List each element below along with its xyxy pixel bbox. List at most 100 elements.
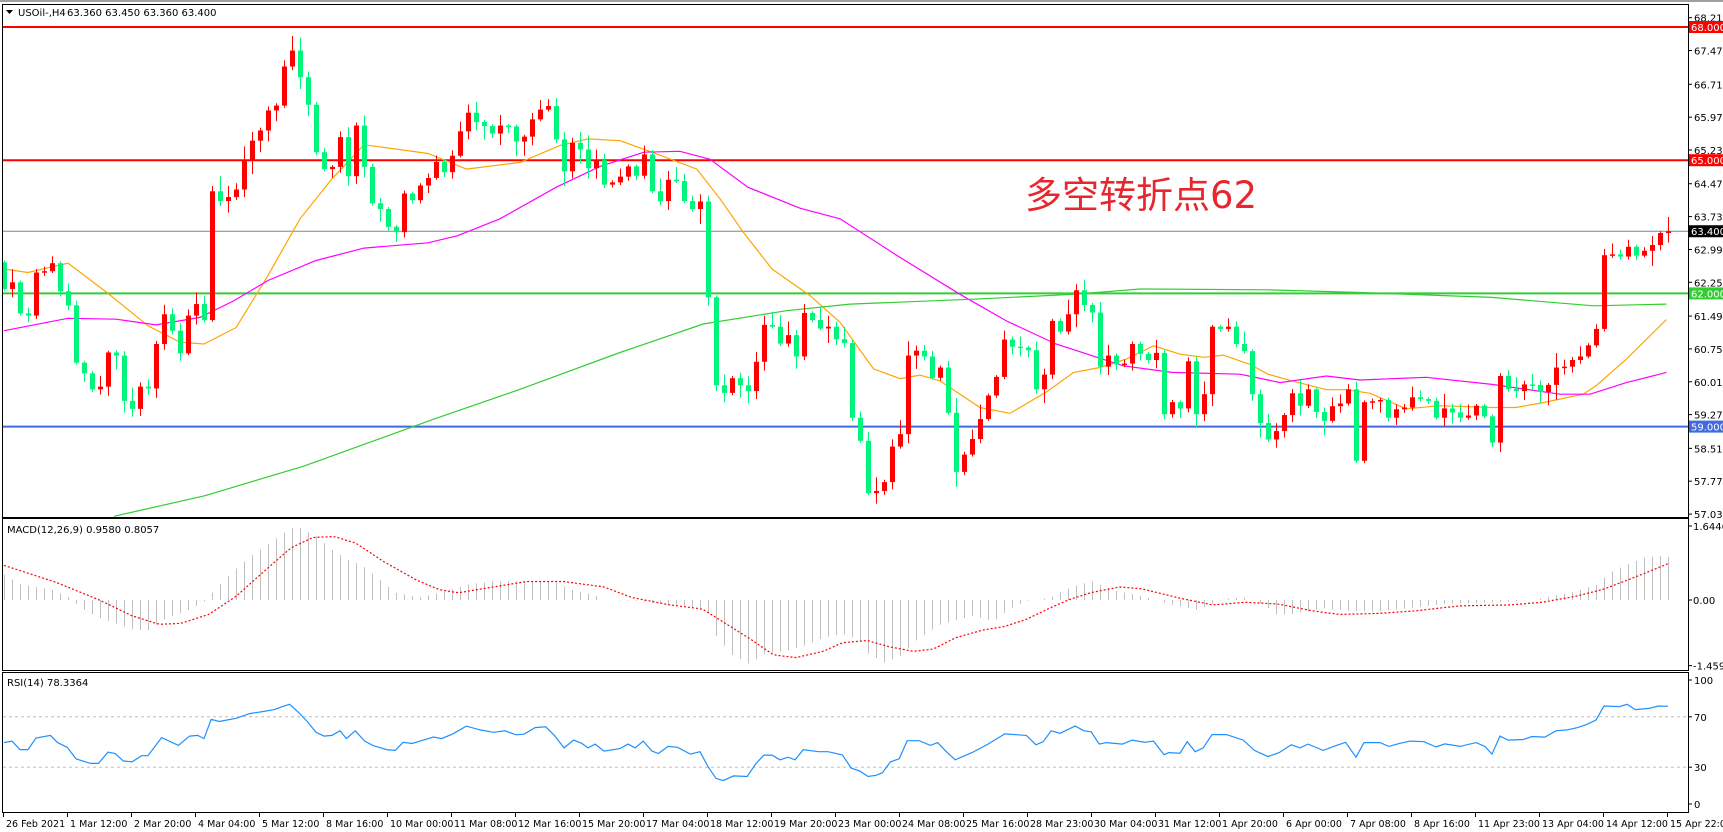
candle[interactable] — [890, 439, 895, 490]
candle[interactable] — [234, 183, 239, 200]
candle[interactable] — [1378, 397, 1383, 413]
candle[interactable] — [50, 256, 55, 274]
candle[interactable] — [994, 375, 999, 398]
candle[interactable] — [506, 123, 511, 133]
candle[interactable] — [586, 135, 591, 179]
candle[interactable] — [786, 321, 791, 347]
candle[interactable] — [906, 341, 911, 444]
candle[interactable] — [90, 371, 95, 392]
candle[interactable] — [1538, 380, 1543, 403]
candle[interactable] — [1210, 324, 1215, 406]
candle[interactable] — [594, 149, 599, 179]
candle[interactable] — [1146, 351, 1151, 364]
candle[interactable] — [418, 183, 423, 204]
candle[interactable] — [1426, 397, 1431, 404]
candle[interactable] — [850, 339, 855, 421]
candle[interactable] — [1018, 336, 1023, 357]
candle[interactable] — [1042, 368, 1047, 404]
candle[interactable] — [34, 268, 39, 319]
candle[interactable] — [818, 306, 823, 331]
macd-pane[interactable] — [2, 518, 1689, 671]
candle[interactable] — [714, 295, 719, 392]
candle[interactable] — [498, 115, 503, 146]
candle[interactable] — [1034, 341, 1039, 394]
candle[interactable] — [314, 102, 319, 156]
candle[interactable] — [674, 167, 679, 184]
candle[interactable] — [570, 137, 575, 179]
candle[interactable] — [114, 350, 119, 370]
candle[interactable] — [1570, 356, 1575, 373]
candle[interactable] — [1226, 318, 1231, 332]
candle[interactable] — [178, 323, 183, 361]
candle[interactable] — [826, 315, 831, 343]
candle[interactable] — [1114, 353, 1119, 371]
candle[interactable] — [1154, 339, 1159, 369]
candle[interactable] — [322, 148, 327, 172]
candle[interactable] — [226, 185, 231, 213]
candle[interactable] — [138, 382, 143, 417]
candle[interactable] — [762, 315, 767, 371]
candle[interactable] — [1578, 346, 1583, 364]
candle[interactable] — [802, 303, 807, 361]
candle[interactable] — [346, 127, 351, 186]
candle[interactable] — [250, 131, 255, 175]
candle[interactable] — [42, 266, 47, 277]
candle[interactable] — [634, 164, 639, 180]
candle[interactable] — [274, 103, 279, 122]
candle[interactable] — [1658, 231, 1663, 251]
candle[interactable] — [1322, 407, 1327, 436]
candle[interactable] — [1530, 373, 1535, 391]
candle[interactable] — [746, 376, 751, 404]
candle[interactable] — [1298, 380, 1303, 416]
candle[interactable] — [1050, 318, 1055, 380]
candle[interactable] — [874, 477, 879, 504]
candle[interactable] — [442, 159, 447, 177]
candle[interactable] — [1266, 413, 1271, 443]
candle[interactable] — [2, 260, 7, 291]
candle[interactable] — [458, 121, 463, 158]
candle[interactable] — [930, 350, 935, 380]
candle[interactable] — [1466, 404, 1471, 420]
candle[interactable] — [1282, 413, 1287, 438]
candle[interactable] — [1586, 343, 1591, 359]
candle[interactable] — [1026, 345, 1031, 358]
candle[interactable] — [698, 194, 703, 225]
candle[interactable] — [834, 321, 839, 345]
candle[interactable] — [306, 71, 311, 116]
candle[interactable] — [882, 479, 887, 495]
candle[interactable] — [1162, 350, 1167, 420]
candle[interactable] — [1490, 414, 1495, 447]
candle[interactable] — [1362, 400, 1367, 464]
candle[interactable] — [218, 176, 223, 207]
candle[interactable] — [1074, 284, 1079, 328]
candle[interactable] — [1602, 248, 1607, 332]
candle[interactable] — [1554, 353, 1559, 400]
candle[interactable] — [1434, 397, 1439, 420]
candle[interactable] — [170, 308, 175, 335]
candle[interactable] — [1274, 423, 1279, 448]
candle[interactable] — [562, 132, 567, 186]
candle[interactable] — [1002, 330, 1007, 380]
candle[interactable] — [722, 374, 727, 403]
candle[interactable] — [298, 37, 303, 90]
candle[interactable] — [58, 261, 63, 297]
candle[interactable] — [266, 106, 271, 142]
candle[interactable] — [626, 164, 631, 181]
candle[interactable] — [810, 311, 815, 323]
candle[interactable] — [1346, 384, 1351, 406]
candle[interactable] — [1178, 400, 1183, 418]
candle[interactable] — [866, 432, 871, 496]
candle[interactable] — [1442, 394, 1447, 427]
main-pane[interactable] — [2, 4, 1689, 518]
candle[interactable] — [394, 224, 399, 242]
candle[interactable] — [1626, 239, 1631, 260]
candle[interactable] — [210, 186, 215, 322]
candle[interactable] — [202, 296, 207, 323]
candle[interactable] — [66, 283, 71, 311]
candle[interactable] — [602, 153, 607, 189]
candle[interactable] — [1218, 324, 1223, 332]
candle[interactable] — [946, 361, 951, 415]
candle[interactable] — [74, 300, 79, 365]
candle[interactable] — [26, 307, 31, 323]
candle[interactable] — [1410, 386, 1415, 411]
